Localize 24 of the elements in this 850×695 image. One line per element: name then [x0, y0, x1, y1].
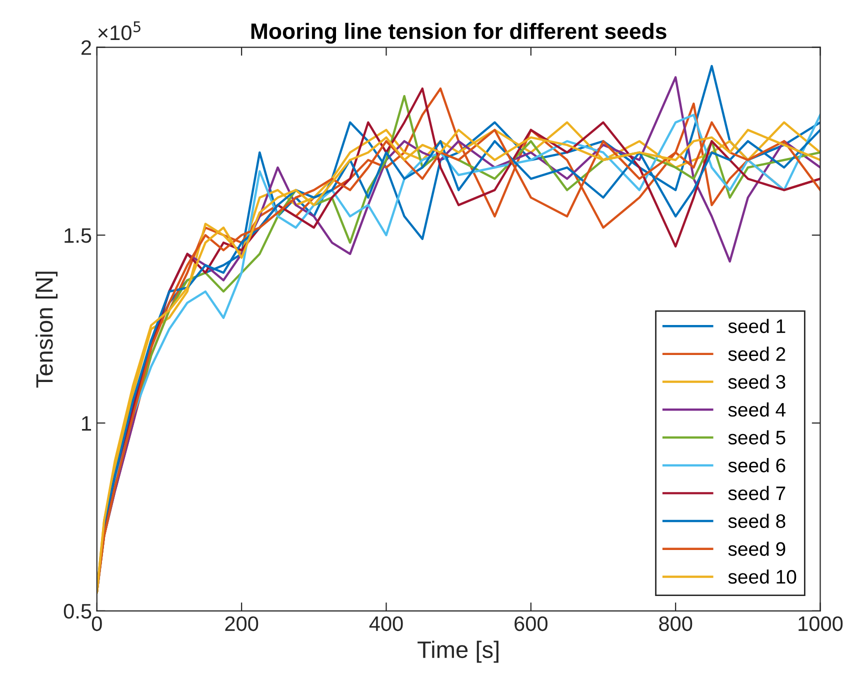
legend-label: seed 2 [728, 346, 786, 361]
legend-label: seed 8 [728, 514, 786, 528]
legend-label: seed 10 [728, 569, 796, 584]
x-axis-title: Time [s] [418, 640, 498, 663]
x-tick-label: 200 [225, 616, 258, 632]
chart-title: Mooring line tension for different seeds [251, 22, 666, 44]
y-tick-label: 0.5 [64, 604, 92, 619]
x-tick-label: 400 [369, 616, 403, 632]
x-tick-label: 1000 [798, 616, 843, 632]
y-tick-label: 1 [82, 416, 92, 431]
legend-label: seed 6 [728, 458, 786, 472]
legend-label: seed 1 [728, 318, 786, 334]
y-tick-label: 2 [82, 40, 91, 55]
y-tick-label: 1.5 [64, 228, 92, 243]
legend-label: seed 3 [728, 374, 786, 389]
text: ×10$^{5}$ [98, 21, 140, 40]
x-tick-label: 0 [92, 616, 102, 632]
y-axis-title: Tension [N] [36, 272, 58, 388]
legend-label: seed 4 [728, 402, 786, 417]
legend-label: seed 5 [728, 430, 786, 444]
legend-label: seed 9 [728, 542, 786, 556]
x-tick-label: 800 [659, 616, 692, 632]
x-tick-label: 600 [514, 616, 548, 632]
legend-label: seed 7 [728, 486, 786, 500]
